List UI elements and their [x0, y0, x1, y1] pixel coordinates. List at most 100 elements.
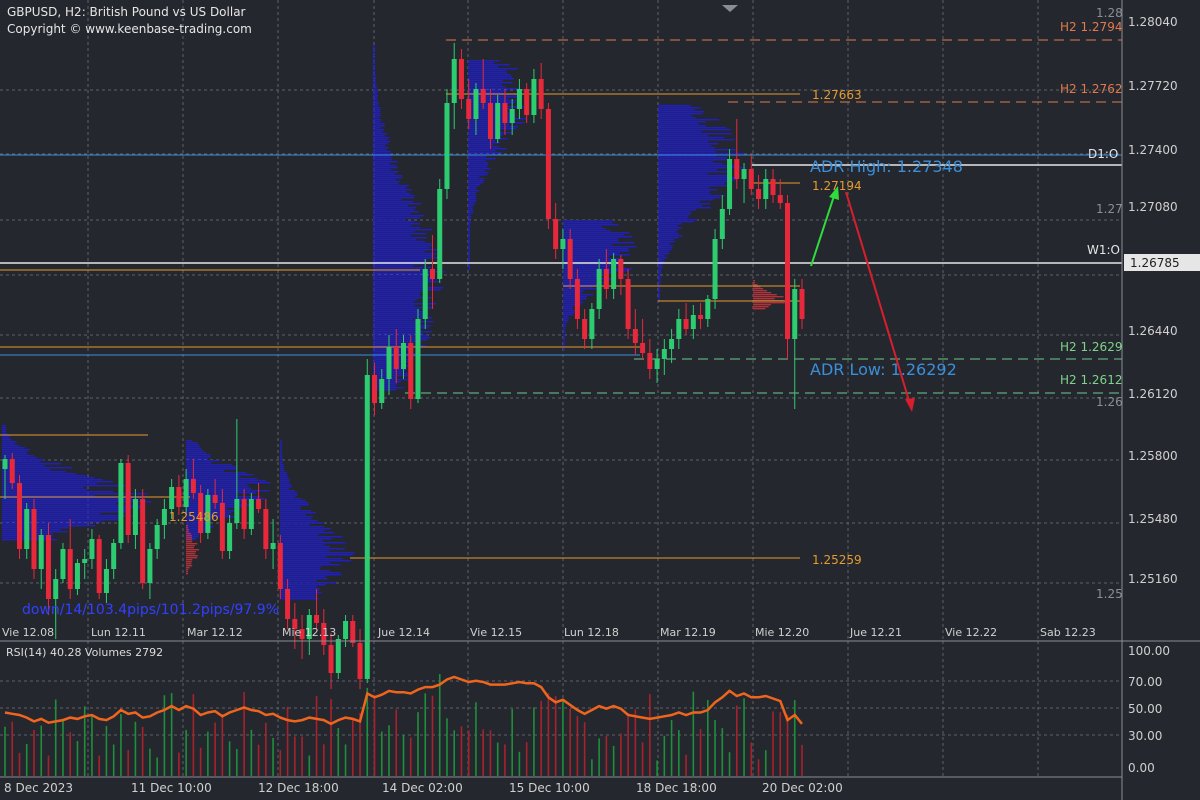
- candle-body: [603, 269, 609, 289]
- volume-profile-bar: [2, 469, 50, 471]
- volume-profile-bar: [373, 77, 377, 79]
- volume-profile-bar: [468, 162, 489, 164]
- volume-profile-bar: [563, 260, 619, 262]
- volume-profile-bar: [186, 535, 192, 537]
- volume-profile-bar: [2, 515, 133, 517]
- candle-body: [38, 535, 44, 569]
- rsi-line: [4, 675, 803, 726]
- volume-profile-bar: [753, 284, 758, 286]
- volume-profile-bar: [373, 129, 384, 131]
- candle-body: [89, 539, 95, 559]
- volume-profile-bar: [186, 547, 194, 549]
- volume-profile-bar: [563, 272, 616, 274]
- volume-profile-bar: [373, 63, 376, 65]
- volume-profile-bar: [2, 509, 127, 511]
- shift-marker-icon[interactable]: [722, 5, 738, 12]
- copyright-text: Copyright © www.keenbase-trading.com: [7, 22, 252, 36]
- volume-profile-bar: [280, 524, 310, 526]
- rsi-label: 30.00: [1128, 729, 1162, 743]
- candle-body: [74, 563, 80, 589]
- volume-profile-bar: [373, 365, 411, 367]
- candle-body: [495, 103, 501, 139]
- volume-profile-bar: [2, 425, 6, 427]
- volume-profile-bar: [280, 558, 343, 560]
- volume-profile-bar: [373, 281, 440, 283]
- volume-profile-bar: [373, 211, 419, 213]
- volume-profile-bar: [658, 169, 717, 171]
- volume-profile-bar: [468, 238, 470, 240]
- volume-profile-bar: [373, 81, 377, 83]
- volume-profile-bar: [373, 139, 388, 141]
- volume-profile-bar: [658, 141, 709, 143]
- candle-body: [103, 569, 109, 593]
- candle-body: [458, 59, 464, 99]
- volume-profile-bar: [186, 470, 224, 472]
- volume-profile-bar: [468, 82, 513, 84]
- volume-profile-bar: [373, 69, 375, 71]
- volume-profile-bar: [468, 174, 488, 176]
- volume-profile-bar: [280, 512, 317, 514]
- volume-profile-bar: [186, 532, 203, 534]
- volume-profile-bar: [186, 538, 197, 540]
- volume-profile-bar: [658, 151, 716, 153]
- bottom-time-label: 11 Dec 10:00: [131, 781, 212, 795]
- volume-profile-bar: [373, 113, 381, 115]
- volume-profile-bar: [563, 326, 567, 328]
- volume-profile-bar: [373, 105, 378, 107]
- volume-profile-bar: [468, 194, 476, 196]
- volume-profile-bar: [373, 173, 396, 175]
- volume-profile-bar: [186, 498, 265, 500]
- volume-profile-bar: [373, 343, 413, 345]
- volume-profile-bar: [186, 553, 196, 555]
- volume-profile-bar: [2, 471, 66, 473]
- price-label: 1.27720: [1128, 79, 1178, 93]
- volume-profile-bar: [468, 62, 494, 64]
- candle-body: [719, 209, 725, 239]
- volume-profile-bar: [186, 462, 212, 464]
- stats-text: down/14/103.4pips/101.2pips/97.9%: [22, 602, 279, 618]
- volume-profile-bar: [753, 304, 771, 306]
- time-axis: Vie 12.08 Lun 12.11 Mar 12.12 Mie 12.13 …: [2, 626, 1096, 639]
- volume-profile-bar: [468, 168, 491, 170]
- candle-body: [314, 615, 320, 623]
- volume-profile-bar: [2, 539, 58, 541]
- volume-profile-bar: [2, 503, 117, 505]
- volume-profile-bar: [280, 546, 331, 548]
- volume-profile-bar: [280, 506, 301, 508]
- volume-profile-bar: [373, 259, 427, 261]
- volume-profile-bar: [373, 273, 430, 275]
- volume-profile-bar: [186, 446, 201, 448]
- candle-body: [487, 103, 493, 139]
- volume-profile-bar: [280, 544, 325, 546]
- volume-profile-bar: [186, 545, 195, 547]
- candle-body: [234, 499, 240, 523]
- volume-profile-bar: [2, 497, 146, 499]
- rsi-label: 100.00: [1128, 644, 1170, 658]
- volume-profile-bar: [563, 322, 567, 324]
- candle-body: [372, 375, 378, 403]
- volume-profile-bar: [280, 560, 352, 562]
- candle-body: [589, 309, 595, 339]
- candle-body: [161, 509, 167, 525]
- volume-profile-bar: [373, 165, 397, 167]
- volume-profile-bar: [280, 522, 324, 524]
- volume-profile-bar: [563, 220, 614, 222]
- volume-profile-bar: [373, 181, 400, 183]
- volume-profile-bar: [280, 534, 319, 536]
- volume-profile-bar: [658, 197, 720, 199]
- volume-profile-bar: [373, 359, 411, 361]
- volume-profile-bar: [468, 76, 512, 78]
- volume-profile-bar: [468, 172, 489, 174]
- volume-profile-bar: [373, 339, 428, 341]
- volume-profile-bar: [373, 231, 415, 233]
- volume-profile-bar: [658, 269, 662, 271]
- time-label: Vie 12.15: [470, 626, 522, 639]
- volume-profile-bar: [280, 536, 343, 538]
- volume-profile-bar: [186, 448, 202, 450]
- volume-profile-bar: [2, 483, 97, 485]
- volume-profile-bar: [186, 524, 207, 526]
- volume-profile-bar: [563, 270, 629, 272]
- volume-profile-bar: [658, 219, 698, 221]
- volume-profile-bar: [468, 236, 470, 238]
